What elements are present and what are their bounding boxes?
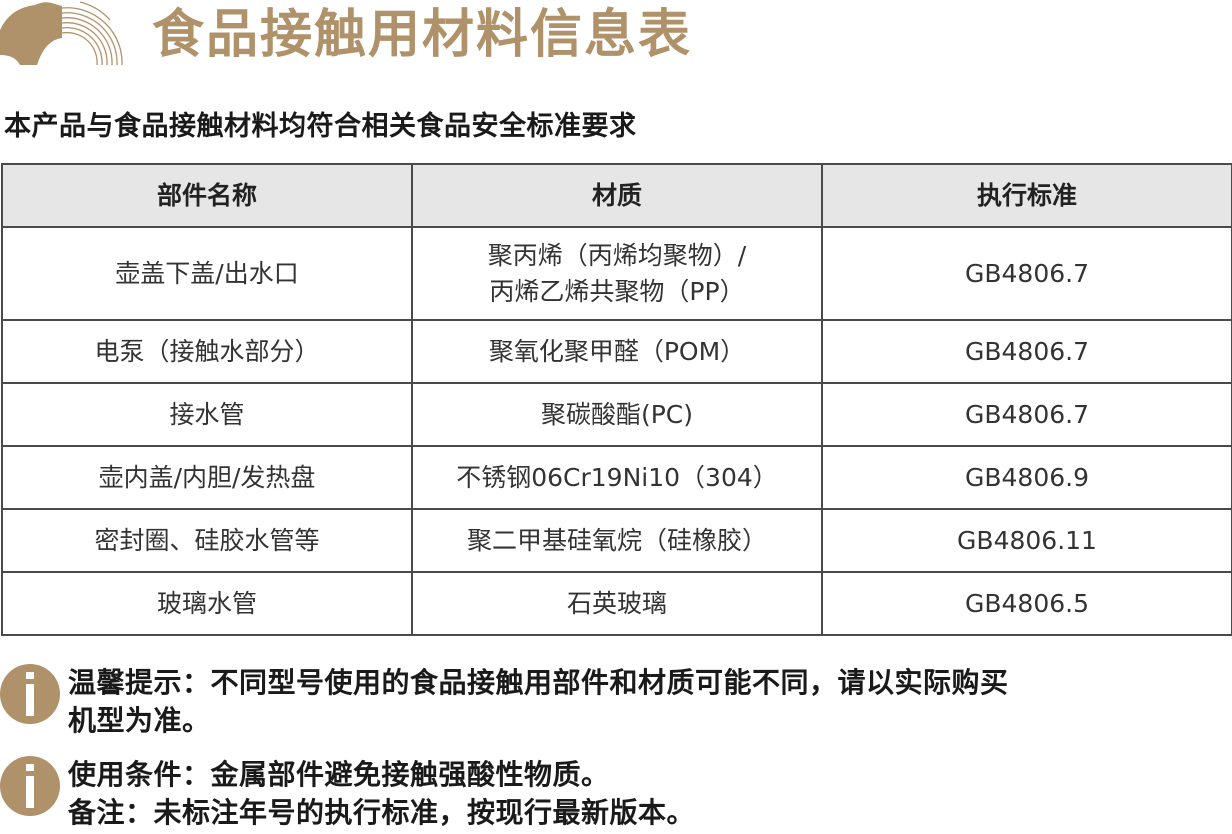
cell-standard: GB4806.7 <box>821 226 1232 321</box>
page-title: 食品接触用材料信息表 <box>152 5 693 65</box>
note-usage: 使用条件：金属部件避免接触强酸性物质。 备注：未标注年号的执行标准，按现行最新版… <box>0 756 695 832</box>
table-row: 壶内盖/内胆/发热盘 不锈钢06Cr19Ni10（304） GB4806.9 <box>1 445 1232 510</box>
cell-standard: GB4806.7 <box>821 382 1232 447</box>
material-line: 丙烯乙烯共聚物（PP） <box>489 276 745 306</box>
column-header-material: 材质 <box>411 163 823 228</box>
cell-standard: GB4806.11 <box>821 508 1232 573</box>
note-line: 备注：未标注年号的执行标准，按现行最新版本。 <box>68 796 696 829</box>
cell-material: 聚二甲基硅氧烷（硅橡胶） <box>411 508 823 573</box>
cell-standard: GB4806.7 <box>821 319 1232 384</box>
cell-part: 电泵（接触水部分） <box>1 319 413 384</box>
column-header-standard: 执行标准 <box>821 163 1232 228</box>
cell-part: 壶盖下盖/出水口 <box>1 226 413 321</box>
cell-part: 密封圈、硅胶水管等 <box>1 508 413 573</box>
info-icon <box>0 664 60 724</box>
table-row: 壶盖下盖/出水口 聚丙烯（丙烯均聚物）/ 丙烯乙烯共聚物（PP） GB4806.7 <box>1 226 1232 321</box>
cell-standard: GB4806.5 <box>821 571 1232 636</box>
table-row: 接水管 聚碳酸酯(PC) GB4806.7 <box>1 382 1232 447</box>
brand-logo-icon <box>0 1 123 65</box>
cell-part: 接水管 <box>1 382 413 447</box>
cell-material: 聚碳酸酯(PC) <box>411 382 823 447</box>
column-header-part: 部件名称 <box>1 163 413 228</box>
cell-material: 聚氧化聚甲醛（POM） <box>411 319 823 384</box>
table-row: 密封圈、硅胶水管等 聚二甲基硅氧烷（硅橡胶） GB4806.11 <box>1 508 1232 573</box>
materials-table: 部件名称 材质 执行标准 壶盖下盖/出水口 聚丙烯（丙烯均聚物）/ 丙烯乙烯共聚物… <box>1 163 1232 636</box>
cell-standard: GB4806.9 <box>821 445 1232 510</box>
cell-material: 不锈钢06Cr19Ni10（304） <box>411 445 823 510</box>
page-subtitle: 本产品与食品接触材料均符合相关食品安全标准要求 <box>4 111 637 142</box>
table-row: 电泵（接触水部分） 聚氧化聚甲醛（POM） GB4806.7 <box>1 319 1232 384</box>
material-line: 聚丙烯（丙烯均聚物）/ <box>487 240 747 270</box>
cell-material: 聚丙烯（丙烯均聚物）/ 丙烯乙烯共聚物（PP） <box>411 226 823 321</box>
cell-material: 石英玻璃 <box>411 571 823 636</box>
table-header-row: 部件名称 材质 执行标准 <box>1 163 1232 228</box>
note-line: 温馨提示：不同型号使用的食品接触用部件和材质可能不同，请以实际购买 <box>68 666 1009 699</box>
cell-part: 壶内盖/内胆/发热盘 <box>1 445 413 510</box>
note-line: 机型为准。 <box>68 704 211 737</box>
note-line: 使用条件：金属部件避免接触强酸性物质。 <box>68 758 610 791</box>
cell-part: 玻璃水管 <box>1 571 413 636</box>
table-row: 玻璃水管 石英玻璃 GB4806.5 <box>1 571 1232 636</box>
info-icon <box>0 756 60 816</box>
note-tip: 温馨提示：不同型号使用的食品接触用部件和材质可能不同，请以实际购买 机型为准。 <box>0 664 1009 740</box>
